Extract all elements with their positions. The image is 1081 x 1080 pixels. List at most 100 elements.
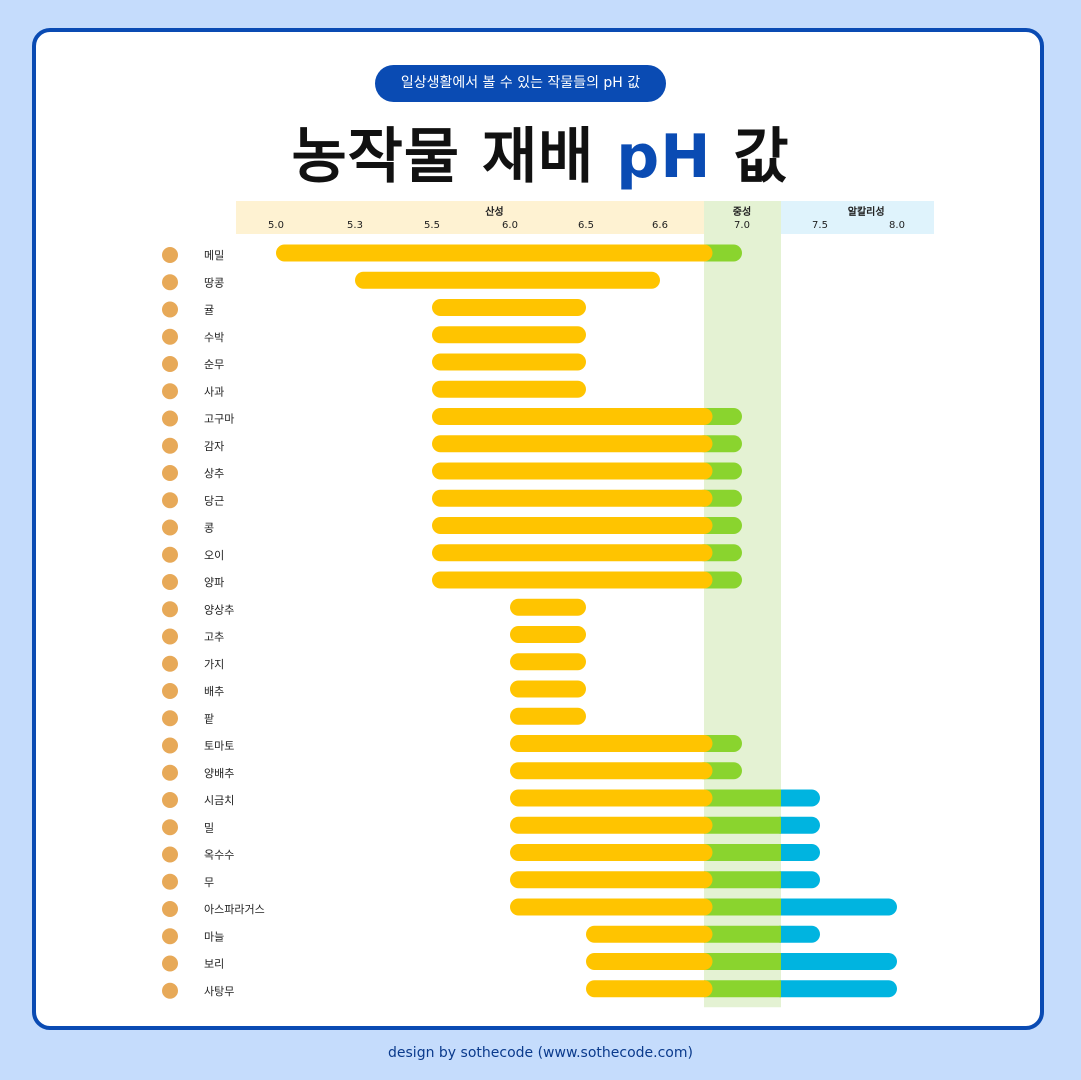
crop-label: 땅콩	[204, 276, 224, 289]
tick-label: 6.0	[502, 220, 518, 231]
bar-alkaline-segment	[772, 844, 820, 861]
bar-acid-segment	[432, 380, 586, 398]
bar-alkaline-segment	[772, 871, 820, 889]
bar-acid-segment	[510, 653, 586, 671]
bar-neutral-segment	[704, 925, 781, 943]
crop-label: 아스파라거스	[204, 903, 265, 916]
bar-alkaline-segment	[772, 898, 897, 916]
tick-label: 6.5	[578, 220, 594, 231]
carrot-icon	[162, 492, 178, 509]
tick-label: 6.6	[652, 220, 668, 231]
bar-neutral-segment	[704, 871, 781, 889]
radish-icon	[162, 873, 178, 890]
bar-acid-segment	[355, 271, 660, 289]
chili-icon	[162, 628, 178, 645]
crop-label: 고구마	[204, 413, 234, 426]
bar-acid-segment	[510, 626, 586, 643]
asparagus-icon	[162, 901, 178, 917]
crop-label: 귤	[204, 304, 214, 317]
bar-acid-segment	[432, 462, 713, 480]
spinach-icon	[162, 792, 178, 808]
crop-label: 양배추	[204, 767, 234, 780]
barley-icon	[162, 955, 178, 972]
tick-label: 5.3	[347, 220, 363, 231]
bar-alkaline-segment	[772, 816, 820, 834]
corn-icon	[162, 846, 178, 863]
lettuce-icon	[162, 465, 178, 481]
zone-label: 산성	[485, 205, 503, 218]
crop-label: 팥	[204, 712, 214, 725]
sweet-potato-icon	[162, 410, 178, 427]
bar-acid-segment	[432, 353, 586, 371]
crop-label: 상추	[204, 467, 224, 480]
bar-acid-segment	[586, 980, 713, 998]
crop-label: 수박	[204, 331, 224, 344]
page-title: 농작물 재배 pH 값	[0, 108, 1081, 195]
crop-label: 배추	[204, 685, 224, 698]
bar-neutral-segment	[704, 980, 781, 998]
neutral-zone-band	[704, 201, 781, 234]
bar-acid-segment	[432, 571, 713, 589]
garlic-icon	[162, 928, 178, 945]
crop-label: 보리	[204, 958, 224, 971]
bar-acid-segment	[510, 598, 586, 616]
neutral-column	[704, 234, 781, 1008]
bar-acid-segment	[432, 544, 713, 562]
bar-acid-segment	[432, 326, 586, 344]
bar-neutral-segment	[704, 816, 781, 834]
crop-label: 무	[204, 876, 214, 889]
bar-acid-segment	[276, 244, 713, 262]
tick-label: 8.0	[889, 220, 905, 231]
bar-acid-segment	[510, 816, 713, 834]
onion-icon	[162, 574, 178, 590]
apple-icon	[162, 383, 178, 400]
bar-acid-segment	[510, 735, 713, 752]
title-ph: pH	[616, 122, 712, 192]
crop-label: 고추	[204, 631, 224, 644]
acid-zone-band	[236, 201, 704, 234]
bar-neutral-segment	[704, 844, 781, 861]
bar-acid-segment	[432, 299, 586, 316]
bar-neutral-segment	[704, 953, 781, 970]
bar-acid-segment	[510, 844, 713, 861]
bar-acid-segment	[586, 953, 713, 970]
bar-acid-segment	[432, 408, 713, 425]
tick-label: 7.5	[812, 220, 828, 231]
bar-acid-segment	[510, 707, 586, 725]
bar-alkaline-segment	[772, 925, 820, 943]
bar-alkaline-segment	[772, 980, 897, 998]
bar-neutral-segment	[704, 898, 781, 916]
bar-acid-segment	[510, 789, 713, 807]
zone-label: 알칼리성	[848, 205, 885, 218]
subtitle-pill: 일상생활에서 볼 수 있는 작물들의 pH 값	[375, 65, 666, 102]
crop-label: 사탕무	[204, 985, 234, 998]
buckwheat-icon	[162, 247, 178, 263]
watermelon-icon	[162, 328, 178, 345]
tick-label: 7.0	[734, 220, 750, 231]
wheat-icon	[162, 819, 178, 836]
eggplant-icon	[162, 655, 178, 672]
cabbage-icon	[162, 764, 178, 781]
crop-label: 순무	[204, 358, 224, 371]
crop-label: 양상추	[204, 603, 234, 616]
footer-credit: design by sothecode (www.sothecode.com)	[388, 1045, 693, 1061]
bar-acid-segment	[432, 517, 713, 534]
bar-alkaline-segment	[772, 953, 897, 970]
crop-label: 토마토	[204, 740, 234, 753]
tick-label: 5.5	[424, 220, 440, 231]
crop-label: 양파	[204, 576, 224, 589]
title-main: 농작물 재배	[291, 122, 595, 192]
potato-icon	[162, 437, 178, 454]
peanut-icon	[162, 274, 178, 291]
crop-label: 오이	[204, 549, 224, 562]
bar-alkaline-segment	[772, 789, 820, 807]
crop-label: 시금치	[204, 794, 234, 807]
bar-acid-segment	[510, 762, 713, 780]
bar-acid-segment	[510, 898, 713, 916]
cucumber-icon	[162, 546, 178, 563]
beet-icon	[162, 982, 178, 999]
crop-label: 메밀	[204, 249, 224, 262]
crop-label: 가지	[204, 658, 224, 671]
bar-acid-segment	[510, 871, 713, 889]
